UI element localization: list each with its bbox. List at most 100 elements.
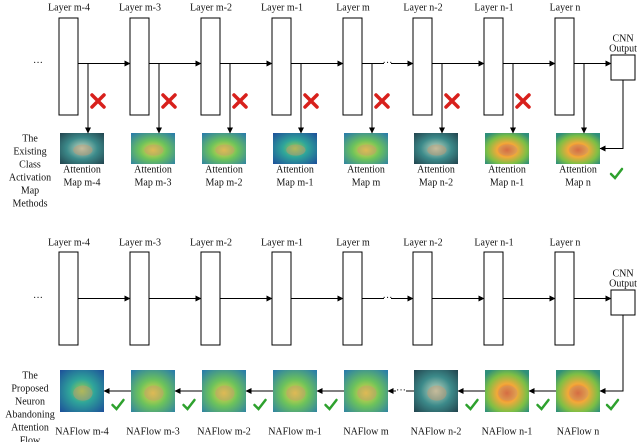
cnn-output-box [610, 54, 636, 81]
layer-box [200, 17, 221, 116]
heatmap-image [202, 133, 246, 164]
side-label: Neuron [15, 396, 45, 407]
frog-shape [569, 144, 589, 156]
red-cross [515, 93, 531, 109]
layer-box [271, 17, 292, 116]
side-label: Proposed [11, 383, 48, 394]
frog-shape [427, 144, 447, 156]
heatmap-image [414, 370, 458, 412]
map-caption: Attention [417, 164, 455, 175]
frog-shape [357, 385, 377, 401]
map-caption: Map n [565, 177, 591, 188]
frog-shape [73, 144, 93, 156]
heatmap-image [344, 133, 388, 164]
frog-shape [286, 385, 306, 401]
green-check [609, 167, 624, 180]
layer-box [58, 17, 79, 116]
frog-shape [73, 385, 93, 401]
layer-label: Layer n [550, 2, 581, 13]
layer-label: Layer m-3 [119, 2, 161, 13]
green-check [324, 398, 338, 411]
map-caption: Map m-4 [64, 177, 101, 188]
heatmap-image [556, 133, 600, 164]
layer-box [412, 251, 433, 346]
side-label: Class [19, 159, 41, 170]
red-cross [374, 93, 390, 109]
map-caption: Attention [488, 164, 526, 175]
side-label: Abandoning [5, 409, 54, 420]
layer-box [342, 17, 363, 116]
layer-label: Layer m-2 [190, 237, 232, 248]
arrow [599, 80, 624, 152]
cnn-output-label: Output [609, 43, 637, 54]
red-cross [444, 93, 460, 109]
frog-shape [569, 385, 589, 401]
layer-box [554, 251, 575, 346]
cnn-output-label: CNN [612, 33, 633, 44]
ellipsis: ··· [396, 385, 406, 396]
layer-box [58, 251, 79, 346]
cnn-output-label: CNN [612, 268, 633, 279]
ellipsis: ··· [383, 293, 393, 304]
frog-shape [215, 144, 235, 156]
heatmap-image [344, 370, 388, 412]
map-caption: NAFlow m-2 [197, 426, 251, 437]
heatmap-image [556, 370, 600, 412]
heatmap-image [414, 133, 458, 164]
map-caption: NAFlow m-3 [126, 426, 180, 437]
frog-shape [498, 144, 518, 156]
map-caption: Attention [205, 164, 243, 175]
red-cross [303, 93, 319, 109]
map-caption: NAFlow m-4 [55, 426, 109, 437]
arrow [599, 315, 624, 394]
side-label: Existing [13, 146, 46, 157]
layer-box [129, 251, 150, 346]
red-cross [161, 93, 177, 109]
heatmap-image [202, 370, 246, 412]
map-caption: Attention [276, 164, 314, 175]
layer-label: Layer m [336, 237, 370, 248]
frog-shape [357, 144, 377, 156]
side-label: Map [21, 185, 39, 196]
layer-box [412, 17, 433, 116]
map-caption: NAFlow n-2 [411, 426, 462, 437]
frog-shape [215, 385, 235, 401]
map-caption: NAFlow m [343, 426, 389, 437]
layer-label: Layer m-1 [261, 2, 303, 13]
side-label: Flow [20, 435, 41, 442]
layer-label: Layer m-1 [261, 237, 303, 248]
map-caption: NAFlow n-1 [482, 426, 533, 437]
frog-shape [498, 385, 518, 401]
layer-box [342, 251, 363, 346]
ellipsis: ··· [33, 58, 43, 69]
map-caption: Map n-1 [490, 177, 524, 188]
map-caption: Map m-2 [206, 177, 243, 188]
layer-label: Layer n-2 [403, 2, 442, 13]
layer-box [129, 17, 150, 116]
layer-label: Layer m-3 [119, 237, 161, 248]
layer-box [483, 17, 504, 116]
layer-label: Layer m-4 [48, 2, 90, 13]
map-caption: Attention [559, 164, 597, 175]
map-caption: Map m [352, 177, 381, 188]
layer-label: Layer m [336, 2, 370, 13]
heatmap-image [131, 370, 175, 412]
map-caption: Attention [134, 164, 172, 175]
heatmap-image [60, 133, 104, 164]
heatmap-image [485, 370, 529, 412]
green-check [253, 398, 267, 411]
map-caption: NAFlow n [557, 426, 600, 437]
frog-shape [427, 385, 447, 401]
layer-box [483, 251, 504, 346]
heatmap-image [273, 133, 317, 164]
layer-box [554, 17, 575, 116]
map-caption: Attention [347, 164, 385, 175]
cnn-output-box [610, 289, 636, 316]
map-caption: Map m-1 [277, 177, 314, 188]
green-check [536, 398, 550, 411]
frog-shape [144, 144, 164, 156]
map-caption: Attention [63, 164, 101, 175]
layer-label: Layer m-4 [48, 237, 90, 248]
red-cross [90, 93, 106, 109]
